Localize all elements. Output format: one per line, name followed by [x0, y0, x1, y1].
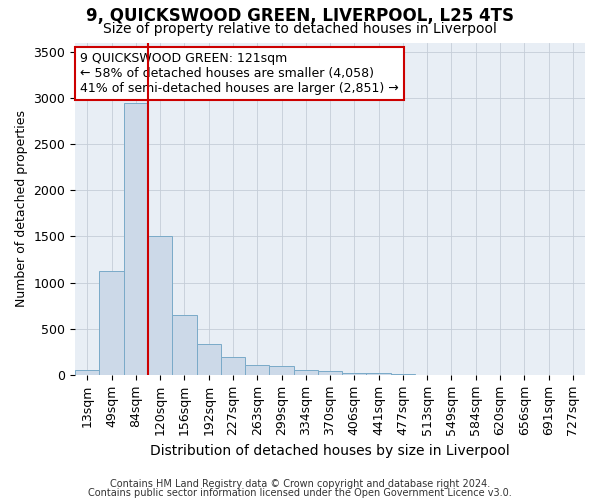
Bar — [221, 357, 245, 375]
Bar — [367, 373, 391, 375]
Text: 9 QUICKSWOOD GREEN: 121sqm
← 58% of detached houses are smaller (4,058)
41% of s: 9 QUICKSWOOD GREEN: 121sqm ← 58% of deta… — [80, 52, 399, 96]
Bar — [391, 374, 415, 375]
Bar — [75, 370, 100, 375]
Bar — [172, 315, 197, 375]
Bar — [100, 271, 124, 375]
Text: 9, QUICKSWOOD GREEN, LIVERPOOL, L25 4TS: 9, QUICKSWOOD GREEN, LIVERPOOL, L25 4TS — [86, 8, 514, 26]
Text: Size of property relative to detached houses in Liverpool: Size of property relative to detached ho… — [103, 22, 497, 36]
Bar — [245, 365, 269, 375]
Text: Contains HM Land Registry data © Crown copyright and database right 2024.: Contains HM Land Registry data © Crown c… — [110, 479, 490, 489]
X-axis label: Distribution of detached houses by size in Liverpool: Distribution of detached houses by size … — [150, 444, 510, 458]
Bar — [318, 372, 342, 375]
Bar — [197, 344, 221, 375]
Bar — [148, 236, 172, 375]
Bar — [269, 366, 293, 375]
Bar — [124, 102, 148, 375]
Bar — [293, 370, 318, 375]
Bar — [342, 372, 367, 375]
Y-axis label: Number of detached properties: Number of detached properties — [15, 110, 28, 307]
Text: Contains public sector information licensed under the Open Government Licence v3: Contains public sector information licen… — [88, 488, 512, 498]
